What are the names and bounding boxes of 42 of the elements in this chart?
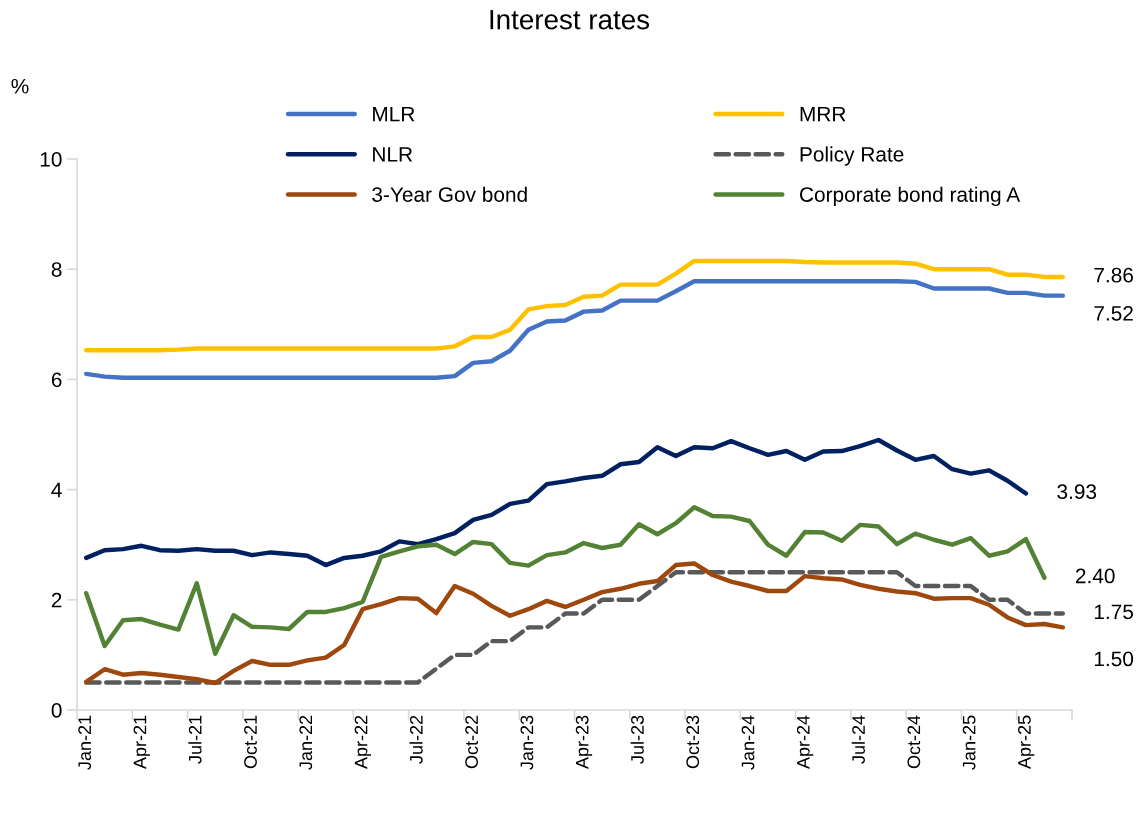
legend-label: MRR: [800, 106, 846, 122]
data-label: 2.40: [1075, 568, 1115, 584]
x-tick-label: Apr-25: [1018, 715, 1035, 770]
x-tick-label: Jan-23: [520, 715, 534, 770]
line-series: [83, 437, 1029, 568]
x-tick-label: Jan-21: [78, 715, 92, 770]
x-tick-label: Jan-22: [299, 715, 313, 770]
x-tick-label: Jul-23: [630, 715, 644, 764]
line-series: [83, 505, 1047, 657]
x-tick-label: Oct-21: [244, 715, 257, 769]
x-tick-label: Oct-22: [465, 715, 478, 769]
legend-label: MLR: [373, 106, 415, 122]
x-tick-label: Apr-23: [575, 715, 593, 770]
y-tick-label: 0: [51, 703, 62, 718]
legend-label: Corporate bond rating A: [800, 186, 1021, 207]
x-tick-label: Jan-24: [741, 715, 755, 770]
x-tick-label: Jul-21: [188, 715, 202, 764]
x-tick-label: Jul-22: [409, 715, 423, 764]
y-tick-label: 4: [51, 482, 62, 498]
x-tick-label: Oct-24: [907, 715, 921, 769]
x-tick-label: Apr-22: [354, 715, 372, 770]
legend-label: NLR: [373, 147, 413, 162]
x-tick-label: Apr-21: [133, 715, 150, 770]
data-label: 1.75: [1094, 604, 1134, 620]
y-tick-label: 2: [51, 592, 62, 608]
x-tick-label: Jan-25: [962, 715, 976, 770]
line-series: [83, 279, 1066, 380]
y-tick-label: 8: [51, 262, 62, 277]
data-label: 7.86: [1094, 267, 1133, 283]
y-tick-label: 10: [40, 152, 62, 167]
x-tick-label: Oct-23: [686, 715, 700, 769]
y-axis-title: %: [11, 78, 29, 94]
data-label: 1.50: [1094, 651, 1134, 667]
data-label: 7.52: [1094, 305, 1133, 321]
x-tick-label: Jul-24: [851, 715, 865, 764]
legend-label: 3-Year Gov bond: [372, 186, 527, 202]
data-label: 3.93: [1057, 484, 1097, 500]
y-tick-label: 6: [51, 372, 62, 388]
legend-label: Policy Rate: [800, 146, 904, 166]
x-tick-label: Apr-24: [796, 715, 814, 770]
chart-title: Interest rates: [490, 10, 650, 30]
line-series: [83, 258, 1066, 353]
